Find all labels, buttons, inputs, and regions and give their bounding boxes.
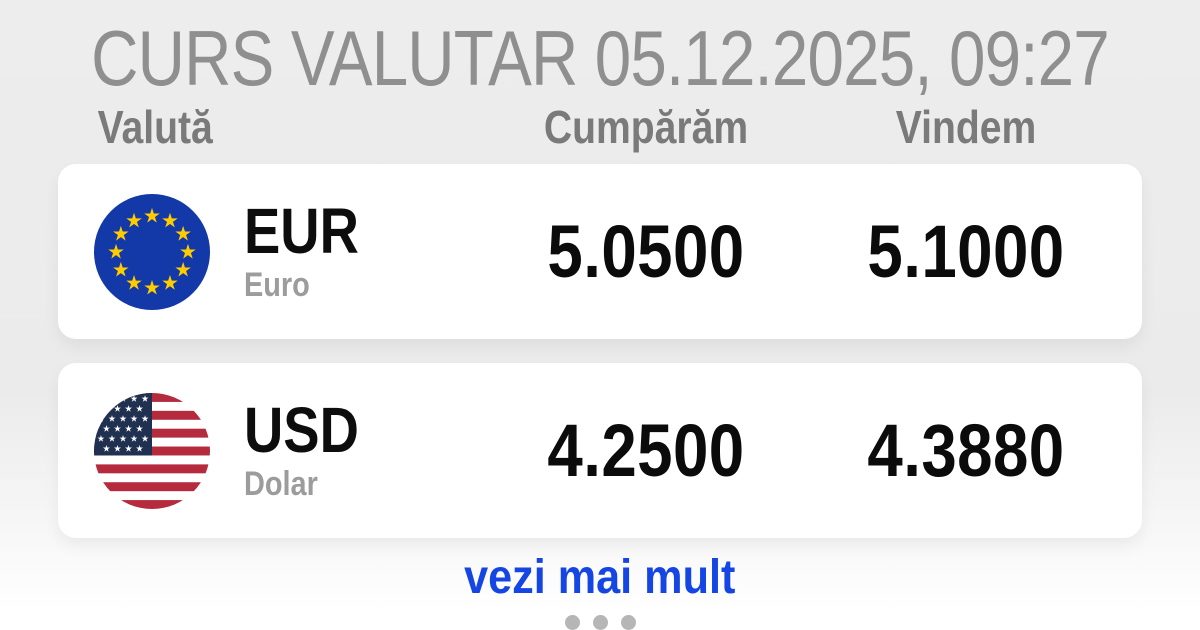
title-timestamp: 05.12.2025, 09:27	[594, 13, 1110, 102]
rate-row-eur: EUR Euro 5.0500 5.1000	[58, 164, 1142, 339]
currency-code: EUR	[244, 195, 359, 268]
currency-name: Dolar	[244, 465, 318, 504]
currency-cell: EUR Euro	[84, 193, 476, 310]
currency-code: USD	[244, 394, 359, 467]
carousel-dot-3[interactable]	[620, 615, 636, 630]
page-title: CURS VALUTAR 05.12.2025, 09:27	[91, 14, 1109, 102]
carousel-dot-2[interactable]	[592, 615, 608, 630]
us-flag-icon	[94, 392, 210, 509]
carousel-dots	[0, 615, 1200, 630]
column-header-buy: Cumpărăm	[543, 101, 749, 153]
sell-rate: 4.3880	[867, 409, 1065, 492]
currency-names: USD Dolar	[244, 397, 379, 504]
carousel-dot-1[interactable]	[564, 615, 580, 630]
buy-rate: 4.2500	[547, 409, 745, 492]
eu-flag-icon	[94, 193, 210, 310]
table-header-row: Valută Cumpărăm Vindem	[58, 100, 1142, 153]
title-text: CURS VALUTAR	[91, 13, 578, 102]
currency-cell: USD Dolar	[84, 392, 476, 509]
rate-row-usd: USD Dolar 4.2500 4.3880	[58, 363, 1142, 538]
currency-name: Euro	[244, 266, 310, 305]
column-header-currency: Valută	[97, 101, 213, 153]
sell-rate: 5.1000	[867, 210, 1065, 293]
currency-names: EUR Euro	[244, 198, 379, 305]
see-more-link[interactable]: vezi mai mult	[464, 551, 736, 604]
buy-rate: 5.0500	[547, 210, 745, 293]
column-header-sell: Vindem	[895, 101, 1037, 153]
